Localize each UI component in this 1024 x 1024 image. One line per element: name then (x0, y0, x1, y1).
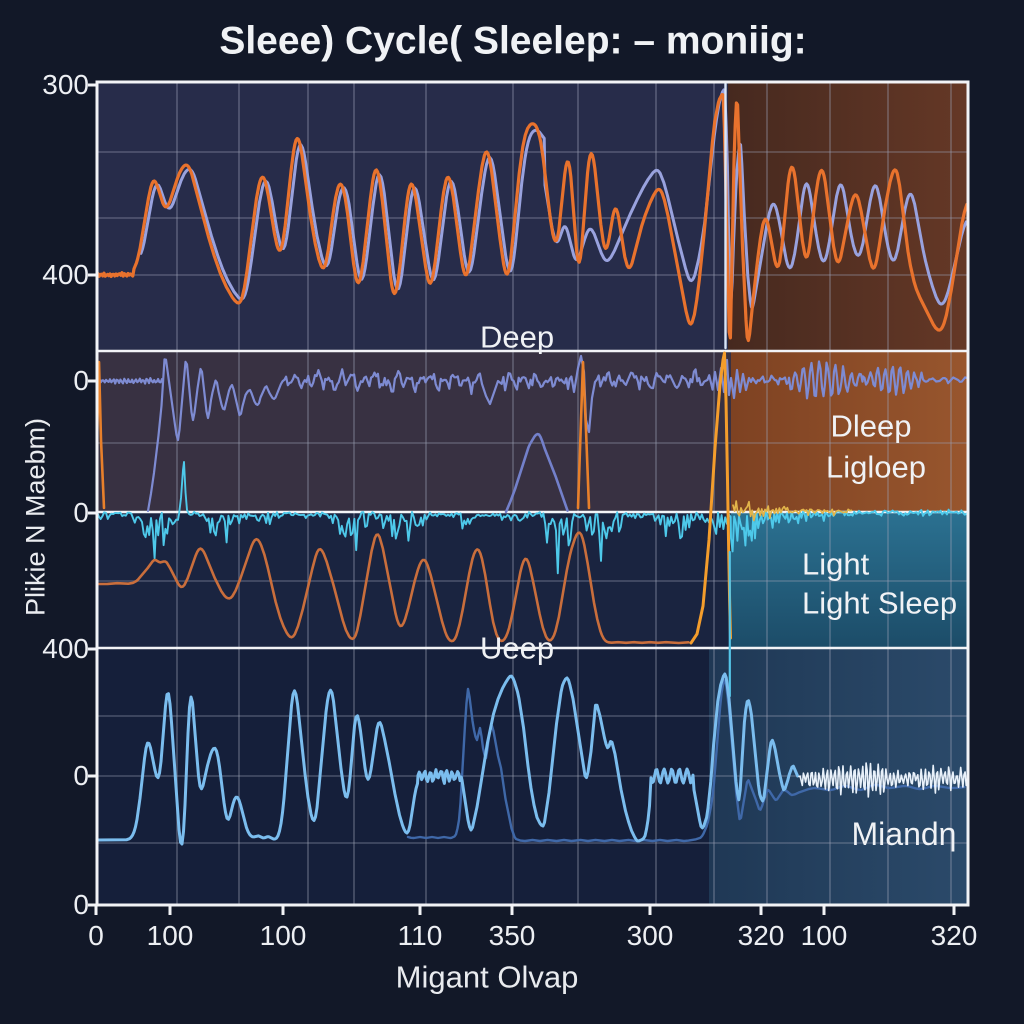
x-tick-label: 350 (488, 920, 536, 951)
series-rem-noise-white (798, 762, 968, 798)
annotation-light: Light (802, 546, 870, 582)
y-tick-label: 0 (73, 889, 89, 920)
y-tick-label: 0 (73, 760, 89, 791)
series-rem-wave-light (97, 672, 800, 846)
x-tick-label: 100 (146, 920, 194, 951)
series-deep-wave-orange (97, 92, 968, 343)
series-dleep-signal-intro (97, 377, 164, 385)
x-tick-label: 100 (800, 920, 848, 951)
series-dleep-dome (504, 432, 569, 514)
x-tick-label: 110 (397, 920, 443, 951)
y-tick-label: 400 (42, 259, 89, 290)
series-light-noise-cyan (97, 461, 968, 575)
annotation-deep: Deep (479, 319, 555, 355)
chart-title: Sleee) Cycle( Sleelep: – moniig: (219, 19, 807, 63)
plot-frame (95, 80, 970, 907)
annotation-miandn: Miandη (851, 816, 957, 852)
y-axis-title: Plikie N Maebm) (20, 417, 51, 617)
x-tick-label: 100 (259, 920, 307, 951)
annotation-ueep: Ueep (479, 630, 555, 666)
series-light-noise-yellow (732, 500, 853, 522)
annotation-light-sleep: Light Sleep (802, 585, 958, 621)
x-tick-label: 300 (626, 920, 674, 951)
series-dleep-spike-mid (576, 360, 591, 510)
x-tick-label: 320 (930, 920, 978, 951)
annotation-dleep: Dleep (830, 408, 912, 444)
annotation-ligloep: Ligloep (826, 449, 926, 485)
x-tick-label: 0 (88, 920, 104, 951)
y-tick-label: 300 (42, 69, 89, 100)
y-tick-label: 0 (73, 497, 89, 528)
series-big-spike-orange (689, 351, 732, 645)
y-tick-label: 0 (73, 365, 89, 396)
band-light-highlight (731, 512, 968, 648)
y-tick-label: 400 (42, 633, 89, 664)
series-light-wave-orange (97, 531, 690, 645)
series-dleep-spike-left (97, 360, 106, 510)
series-dleep-signal (146, 354, 968, 513)
x-axis-title: Migant Olvap (395, 959, 579, 995)
x-tick-label: 320 (737, 920, 785, 951)
